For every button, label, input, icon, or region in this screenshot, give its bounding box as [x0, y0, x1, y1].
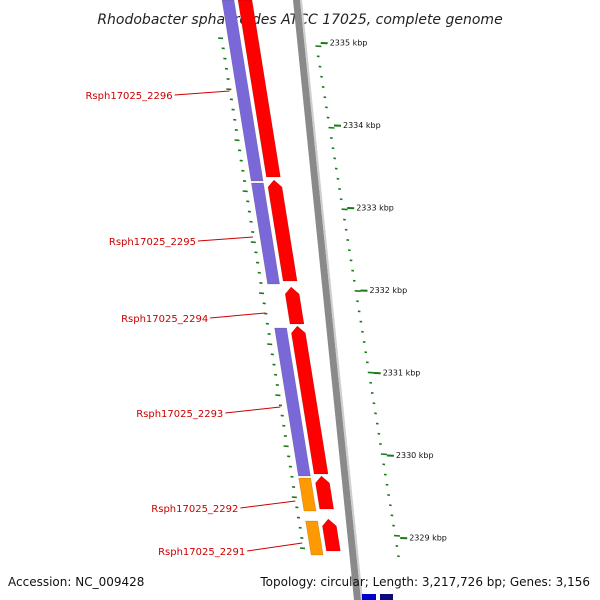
backbone-highlight [300, 0, 363, 600]
backbone-ring [293, 0, 361, 600]
cds-2294-arrow [284, 286, 305, 325]
gene-label-leader [247, 542, 303, 552]
gene-label: Rsph17025_2293 [136, 409, 223, 420]
cds-2292-arrow [315, 475, 334, 510]
gene-label-leader [174, 90, 230, 96]
blast-hit-block [221, 0, 264, 182]
scale-tick-label: 2332 kbp [370, 286, 408, 295]
gene-label-leader [210, 312, 266, 319]
scale-tick-label: 2331 kbp [383, 369, 421, 378]
kbp-scale: 2335 kbp 2334 kbp 2333 kbp 2332 kbp 2331 kbp… [320, 39, 447, 543]
outer-tick-track [315, 45, 401, 558]
bottom-features [362, 594, 393, 600]
gene-label: Rsph17025_2296 [85, 91, 172, 102]
cds-2291-arrow [322, 518, 341, 552]
feature-track [221, 0, 341, 556]
gene-label: Rsph17025_2292 [151, 504, 238, 515]
scale-tick-label: 2333 kbp [356, 204, 394, 213]
cds-2293-arrow [291, 325, 329, 475]
topology-text: Topology: circular; Length: 3,217,726 bp… [259, 575, 590, 589]
gene-label: Rsph17025_2294 [121, 314, 208, 325]
bottom-feature-navy [380, 594, 393, 600]
gene-label: Rsph17025_2291 [158, 547, 245, 558]
inner-tick-track [218, 37, 306, 550]
accession-text: Accession: NC_009428 [8, 575, 144, 589]
gene-label-leader [240, 500, 296, 509]
scale-tick-label: 2335 kbp [330, 39, 368, 48]
scale-tick-label: 2334 kbp [343, 121, 381, 130]
blast-hit-block [274, 327, 311, 477]
gene-label-leader [225, 406, 281, 414]
orange-feature-block [305, 520, 324, 556]
scale-tick-label: 2330 kbp [396, 451, 434, 460]
backbone [293, 0, 363, 600]
gene-label: Rsph17025_2295 [109, 237, 196, 248]
cds-2296-block [237, 0, 281, 178]
bottom-feature-blue [362, 594, 376, 600]
orange-feature-block [298, 477, 317, 512]
cds-2295-arrow [267, 179, 298, 282]
gene-label-leader [197, 236, 254, 242]
scale-tick-label: 2329 kbp [409, 534, 447, 543]
gene-labels: Rsph17025_2296 Rsph17025_2295 Rsph17025_22… [85, 90, 303, 558]
blast-hit-block [251, 182, 280, 285]
